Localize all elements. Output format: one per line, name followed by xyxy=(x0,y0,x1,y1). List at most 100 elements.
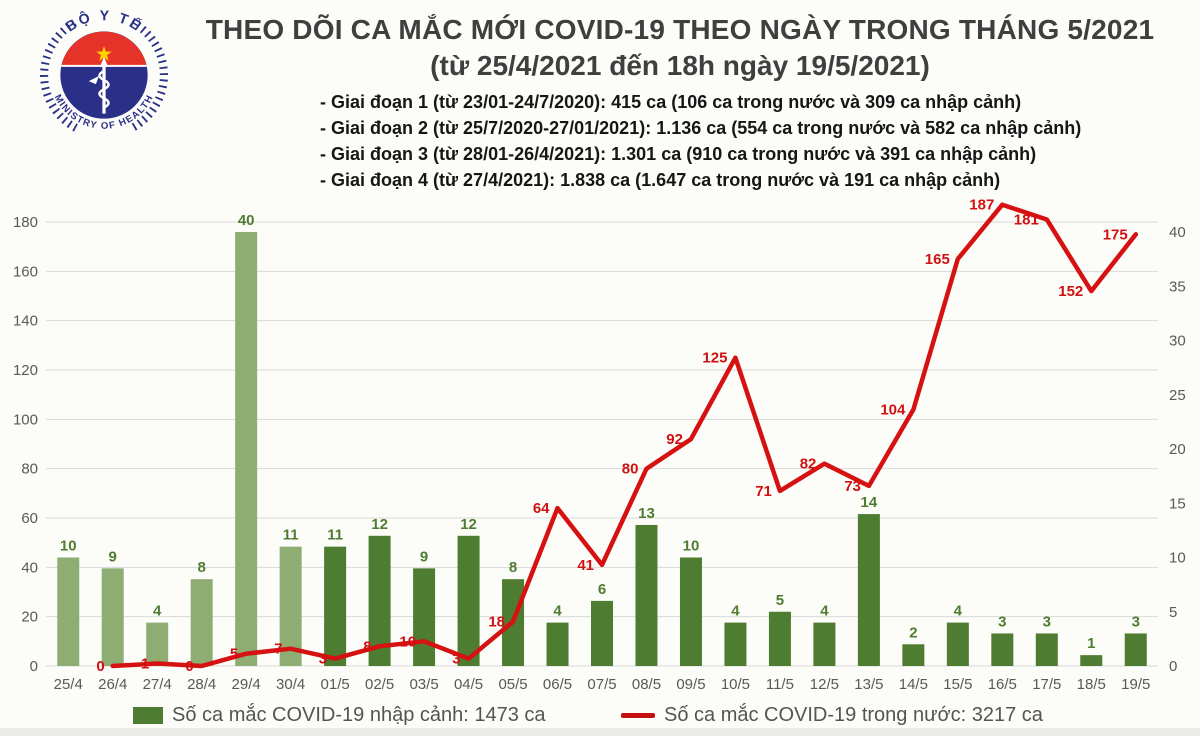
line-value-label: 187 xyxy=(969,197,994,214)
line-value-label: 125 xyxy=(702,350,727,367)
x-axis-label: 04/5 xyxy=(454,676,483,693)
legend-bar-swatch xyxy=(133,707,163,724)
bar xyxy=(1035,633,1058,666)
bottom-edge-strip xyxy=(0,728,1200,736)
bar xyxy=(1080,655,1103,666)
x-axis-label: 01/5 xyxy=(321,676,350,693)
x-axis-label: 13/5 xyxy=(854,676,883,693)
x-axis-label: 09/5 xyxy=(676,676,705,693)
page-subtitle: (từ 25/4/2021 đến 18h ngày 19/5/2021) xyxy=(430,50,930,81)
logo-ray-ring-right xyxy=(130,18,168,132)
line-value-label: 3 xyxy=(452,651,460,668)
line-value-label: 175 xyxy=(1103,226,1128,243)
bar-value-label: 9 xyxy=(420,548,428,565)
bar xyxy=(857,514,880,666)
x-axis-label: 14/5 xyxy=(899,676,928,693)
logo-ray-ring-left xyxy=(40,18,78,132)
line-value-label: 41 xyxy=(577,557,594,574)
bar-value-label: 4 xyxy=(820,603,829,620)
bar-value-label: 1 xyxy=(1087,635,1095,652)
line-value-label: 3 xyxy=(319,651,327,668)
bar xyxy=(279,546,302,666)
x-axis-label: 25/4 xyxy=(54,676,83,693)
legend-line-swatch xyxy=(621,713,655,718)
line-value-label: 0 xyxy=(185,658,193,675)
bar xyxy=(902,644,925,666)
bar xyxy=(591,600,613,666)
line-value-label: 0 xyxy=(96,658,104,675)
bar xyxy=(190,579,213,666)
x-axis-label: 11/5 xyxy=(766,676,794,693)
line-value-label: 10 xyxy=(399,633,416,650)
left-axis-tick-label: 60 xyxy=(21,510,38,527)
bar-value-label: 11 xyxy=(327,527,343,544)
x-axis-label: 06/5 xyxy=(543,676,572,693)
x-axis-label: 18/5 xyxy=(1077,676,1106,693)
bar-value-label: 11 xyxy=(283,527,299,544)
left-axis-tick-label: 0 xyxy=(30,658,38,675)
right-axis-tick-label: 25 xyxy=(1169,387,1186,404)
line-value-label: 152 xyxy=(1058,283,1083,300)
left-axis-tick-label: 140 xyxy=(13,313,38,330)
right-axis-tick-label: 0 xyxy=(1169,658,1177,675)
bar xyxy=(235,232,258,666)
line-series xyxy=(110,202,1139,669)
line-value-label: 181 xyxy=(1014,212,1039,229)
bar xyxy=(768,611,791,666)
bar xyxy=(946,622,969,666)
right-axis-tick-label: 20 xyxy=(1169,441,1186,458)
x-axis-label: 08/5 xyxy=(632,676,661,693)
legend-label-imported: Số ca mắc COVID-19 nhập cảnh: 1473 ca xyxy=(172,704,546,726)
bar-value-label: 3 xyxy=(1043,613,1051,630)
phase-4-line: - Giai đoạn 4 (từ 27/4/2021): 1.838 ca (… xyxy=(320,170,1001,190)
bar-value-label: 9 xyxy=(109,548,117,565)
line-value-label: 8 xyxy=(363,638,371,655)
x-axis-label: 30/4 xyxy=(276,676,305,693)
phase-summary: - Giai đoạn 1 (từ 23/01-24/7/2020): 415 … xyxy=(320,89,1081,193)
bar xyxy=(546,622,569,666)
line-value-label: 82 xyxy=(800,456,817,473)
phase-3-line: - Giai đoạn 3 (từ 28/01-26/4/2021): 1.30… xyxy=(320,144,1037,164)
right-axis-tick-label: 40 xyxy=(1169,224,1186,241)
bar-value-label: 12 xyxy=(460,516,477,533)
line-value-label: 5 xyxy=(230,646,238,663)
asclepius-staff-icon xyxy=(88,56,110,114)
x-axis-label: 07/5 xyxy=(587,676,616,693)
left-axis-tick-label: 100 xyxy=(13,411,38,428)
bar-value-label: 12 xyxy=(371,516,388,533)
bar-value-label: 2 xyxy=(909,624,917,641)
legend-label-domestic: Số ca mắc COVID-19 trong nước: 3217 ca xyxy=(664,704,1043,726)
bar xyxy=(57,557,80,666)
page-title: THEO DÕI CA MẮC MỚI COVID-19 THEO NGÀY T… xyxy=(205,14,1155,45)
bar xyxy=(1124,633,1147,666)
bar-value-label: 4 xyxy=(954,603,963,620)
x-axis-label: 02/5 xyxy=(365,676,394,693)
x-axis-label: 16/5 xyxy=(988,676,1017,693)
phase-2-line: - Giai đoạn 2 (từ 25/7/2020-27/01/2021):… xyxy=(320,118,1082,138)
bar xyxy=(724,622,747,666)
phase-1-line: - Giai đoạn 1 (từ 23/01-24/7/2020): 415 … xyxy=(320,92,1022,112)
x-axis-label: 26/4 xyxy=(98,676,127,693)
line-value-label: 165 xyxy=(925,251,950,268)
ministry-of-health-logo: BỘ Y TẾ MINISTRY OF HEALTH xyxy=(40,8,168,132)
bar xyxy=(457,535,480,666)
right-axis-tick-label: 10 xyxy=(1169,550,1186,567)
x-axis-label: 29/4 xyxy=(232,676,261,693)
bar xyxy=(635,524,658,666)
line-value-label: 64 xyxy=(533,500,550,517)
line-value-label: 18 xyxy=(488,614,505,631)
bar-value-label: 8 xyxy=(198,559,206,576)
legend-item-domestic: Số ca mắc COVID-19 trong nước: 3217 ca xyxy=(621,700,1043,730)
line-value-label: 92 xyxy=(666,431,683,448)
x-axis-label: 27/4 xyxy=(143,676,172,693)
x-axis-label: 17/5 xyxy=(1032,676,1061,693)
bar-value-label: 4 xyxy=(553,603,562,620)
right-axis-tick-label: 5 xyxy=(1169,604,1177,621)
line-value-label: 71 xyxy=(755,483,772,500)
bar-value-label: 8 xyxy=(509,559,517,576)
line-value-label: 104 xyxy=(880,401,906,418)
x-axis-label: 05/5 xyxy=(498,676,527,693)
left-axis-tick-label: 20 xyxy=(21,609,38,626)
line-value-label: 1 xyxy=(141,656,149,673)
bar xyxy=(101,568,124,666)
